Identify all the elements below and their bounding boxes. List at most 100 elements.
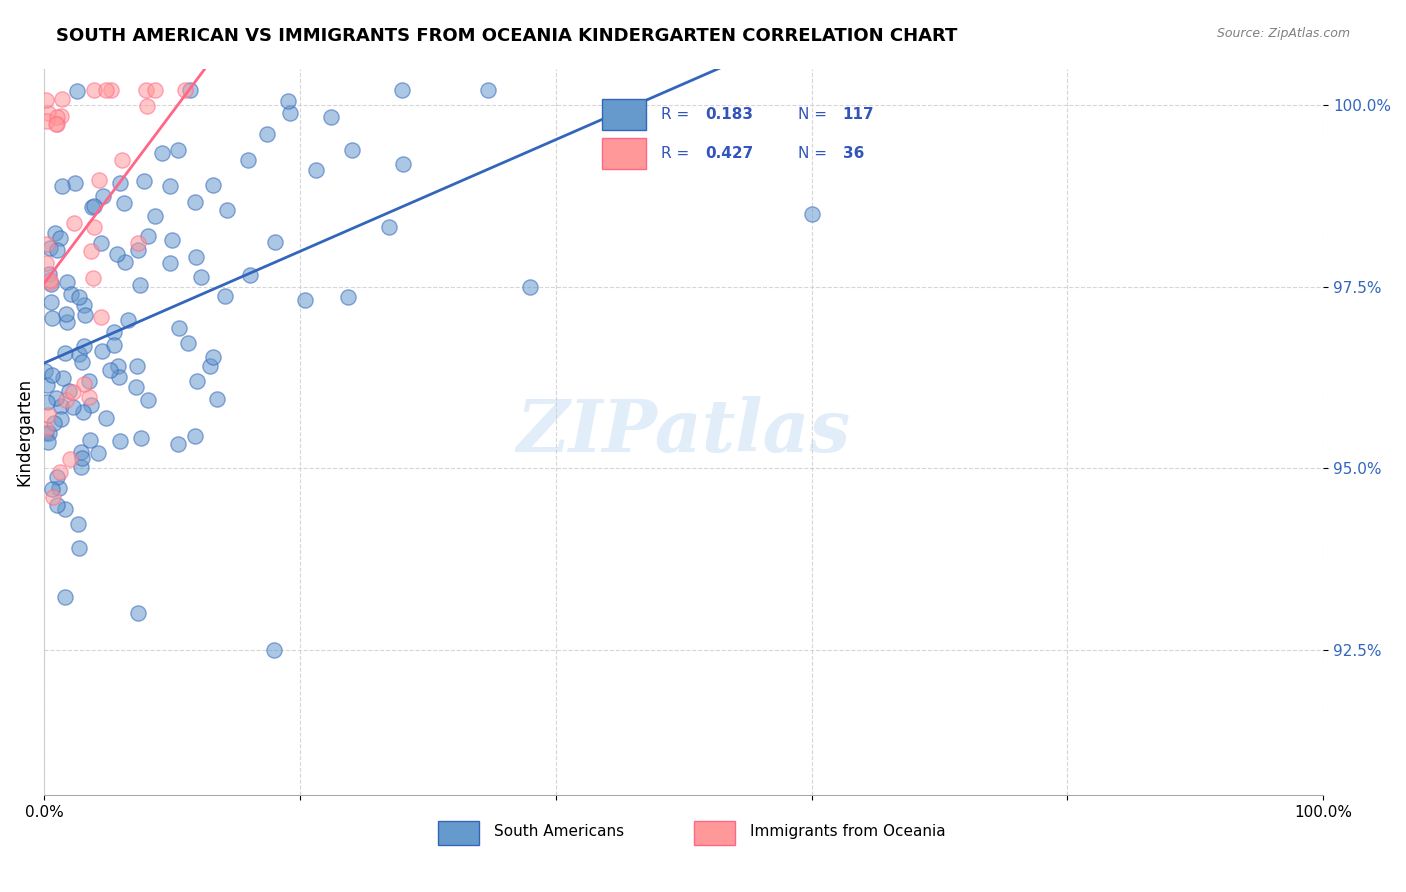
Point [127, 606, 149, 620]
Point [72, 355, 94, 369]
Point [96, 83, 118, 97]
Point [37, 395, 59, 409]
Point [72, 405, 94, 419]
Point [70, 460, 93, 475]
Point [129, 431, 152, 445]
Point [38, 272, 60, 286]
Point [89, 172, 111, 186]
Point [44, 226, 66, 240]
Point [800, 207, 823, 221]
Point [184, 195, 207, 210]
Y-axis label: Kindergarten: Kindergarten [15, 378, 32, 486]
Point [69, 347, 91, 361]
Point [35, 425, 58, 440]
Point [87, 446, 110, 460]
Point [51, 92, 73, 106]
Point [55, 307, 77, 321]
Point [49, 109, 72, 123]
Point [236, 153, 259, 168]
Point [45, 391, 67, 405]
Point [67, 541, 90, 555]
Point [103, 325, 125, 339]
Point [143, 83, 166, 97]
Point [80, 244, 103, 258]
Point [77, 391, 100, 405]
Point [77, 374, 100, 388]
Point [34, 364, 56, 378]
Point [45, 111, 67, 125]
Point [53, 502, 76, 516]
Point [125, 380, 148, 394]
Point [70, 451, 93, 466]
Point [37, 435, 59, 450]
Point [127, 244, 149, 258]
Point [277, 95, 299, 109]
Point [48, 231, 70, 245]
Point [41, 310, 63, 325]
Point [215, 202, 238, 217]
Point [93, 189, 115, 203]
Point [59, 287, 82, 301]
Point [391, 157, 413, 171]
Point [35, 256, 58, 270]
Point [198, 359, 221, 373]
Point [159, 255, 181, 269]
Point [63, 176, 86, 190]
Point [136, 393, 159, 408]
Point [135, 83, 157, 97]
Point [35, 114, 58, 128]
Point [56, 316, 79, 330]
Point [58, 384, 80, 399]
Point [214, 289, 236, 303]
Point [91, 344, 114, 359]
Point [128, 277, 150, 292]
Point [110, 153, 132, 167]
Point [103, 337, 125, 351]
Point [205, 392, 228, 406]
Point [167, 437, 190, 451]
Point [35, 377, 58, 392]
Point [337, 290, 360, 304]
Point [263, 235, 285, 250]
Point [321, 110, 343, 124]
Point [114, 255, 136, 269]
Point [166, 143, 188, 157]
Point [75, 308, 97, 322]
Point [62, 400, 84, 414]
Text: SOUTH AMERICAN VS IMMIGRANTS FROM OCEANIA KINDERGARTEN CORRELATION CHART: SOUTH AMERICAN VS IMMIGRANTS FROM OCEANI… [56, 27, 957, 45]
Point [340, 143, 363, 157]
Point [98, 363, 121, 377]
Point [62, 385, 84, 400]
Point [132, 174, 155, 188]
Point [42, 416, 65, 430]
Point [256, 128, 278, 142]
Point [51, 400, 73, 414]
Point [45, 117, 67, 131]
Point [202, 178, 225, 192]
Point [160, 233, 183, 247]
Point [67, 290, 90, 304]
Point [59, 452, 82, 467]
Point [100, 83, 122, 97]
Point [65, 84, 87, 98]
Point [73, 339, 96, 353]
Point [48, 465, 70, 479]
Point [167, 320, 190, 334]
Point [117, 313, 139, 327]
Point [202, 351, 225, 365]
Point [46, 117, 69, 131]
Point [55, 275, 77, 289]
Point [35, 93, 58, 107]
Point [184, 250, 207, 264]
Point [90, 236, 112, 251]
Point [179, 83, 201, 97]
Point [37, 408, 59, 422]
Point [39, 277, 62, 291]
Point [174, 83, 197, 97]
Point [136, 228, 159, 243]
Point [159, 179, 181, 194]
Text: Source: ZipAtlas.com: Source: ZipAtlas.com [1216, 27, 1350, 40]
Point [83, 220, 105, 235]
Point [51, 178, 73, 193]
Point [82, 271, 104, 285]
